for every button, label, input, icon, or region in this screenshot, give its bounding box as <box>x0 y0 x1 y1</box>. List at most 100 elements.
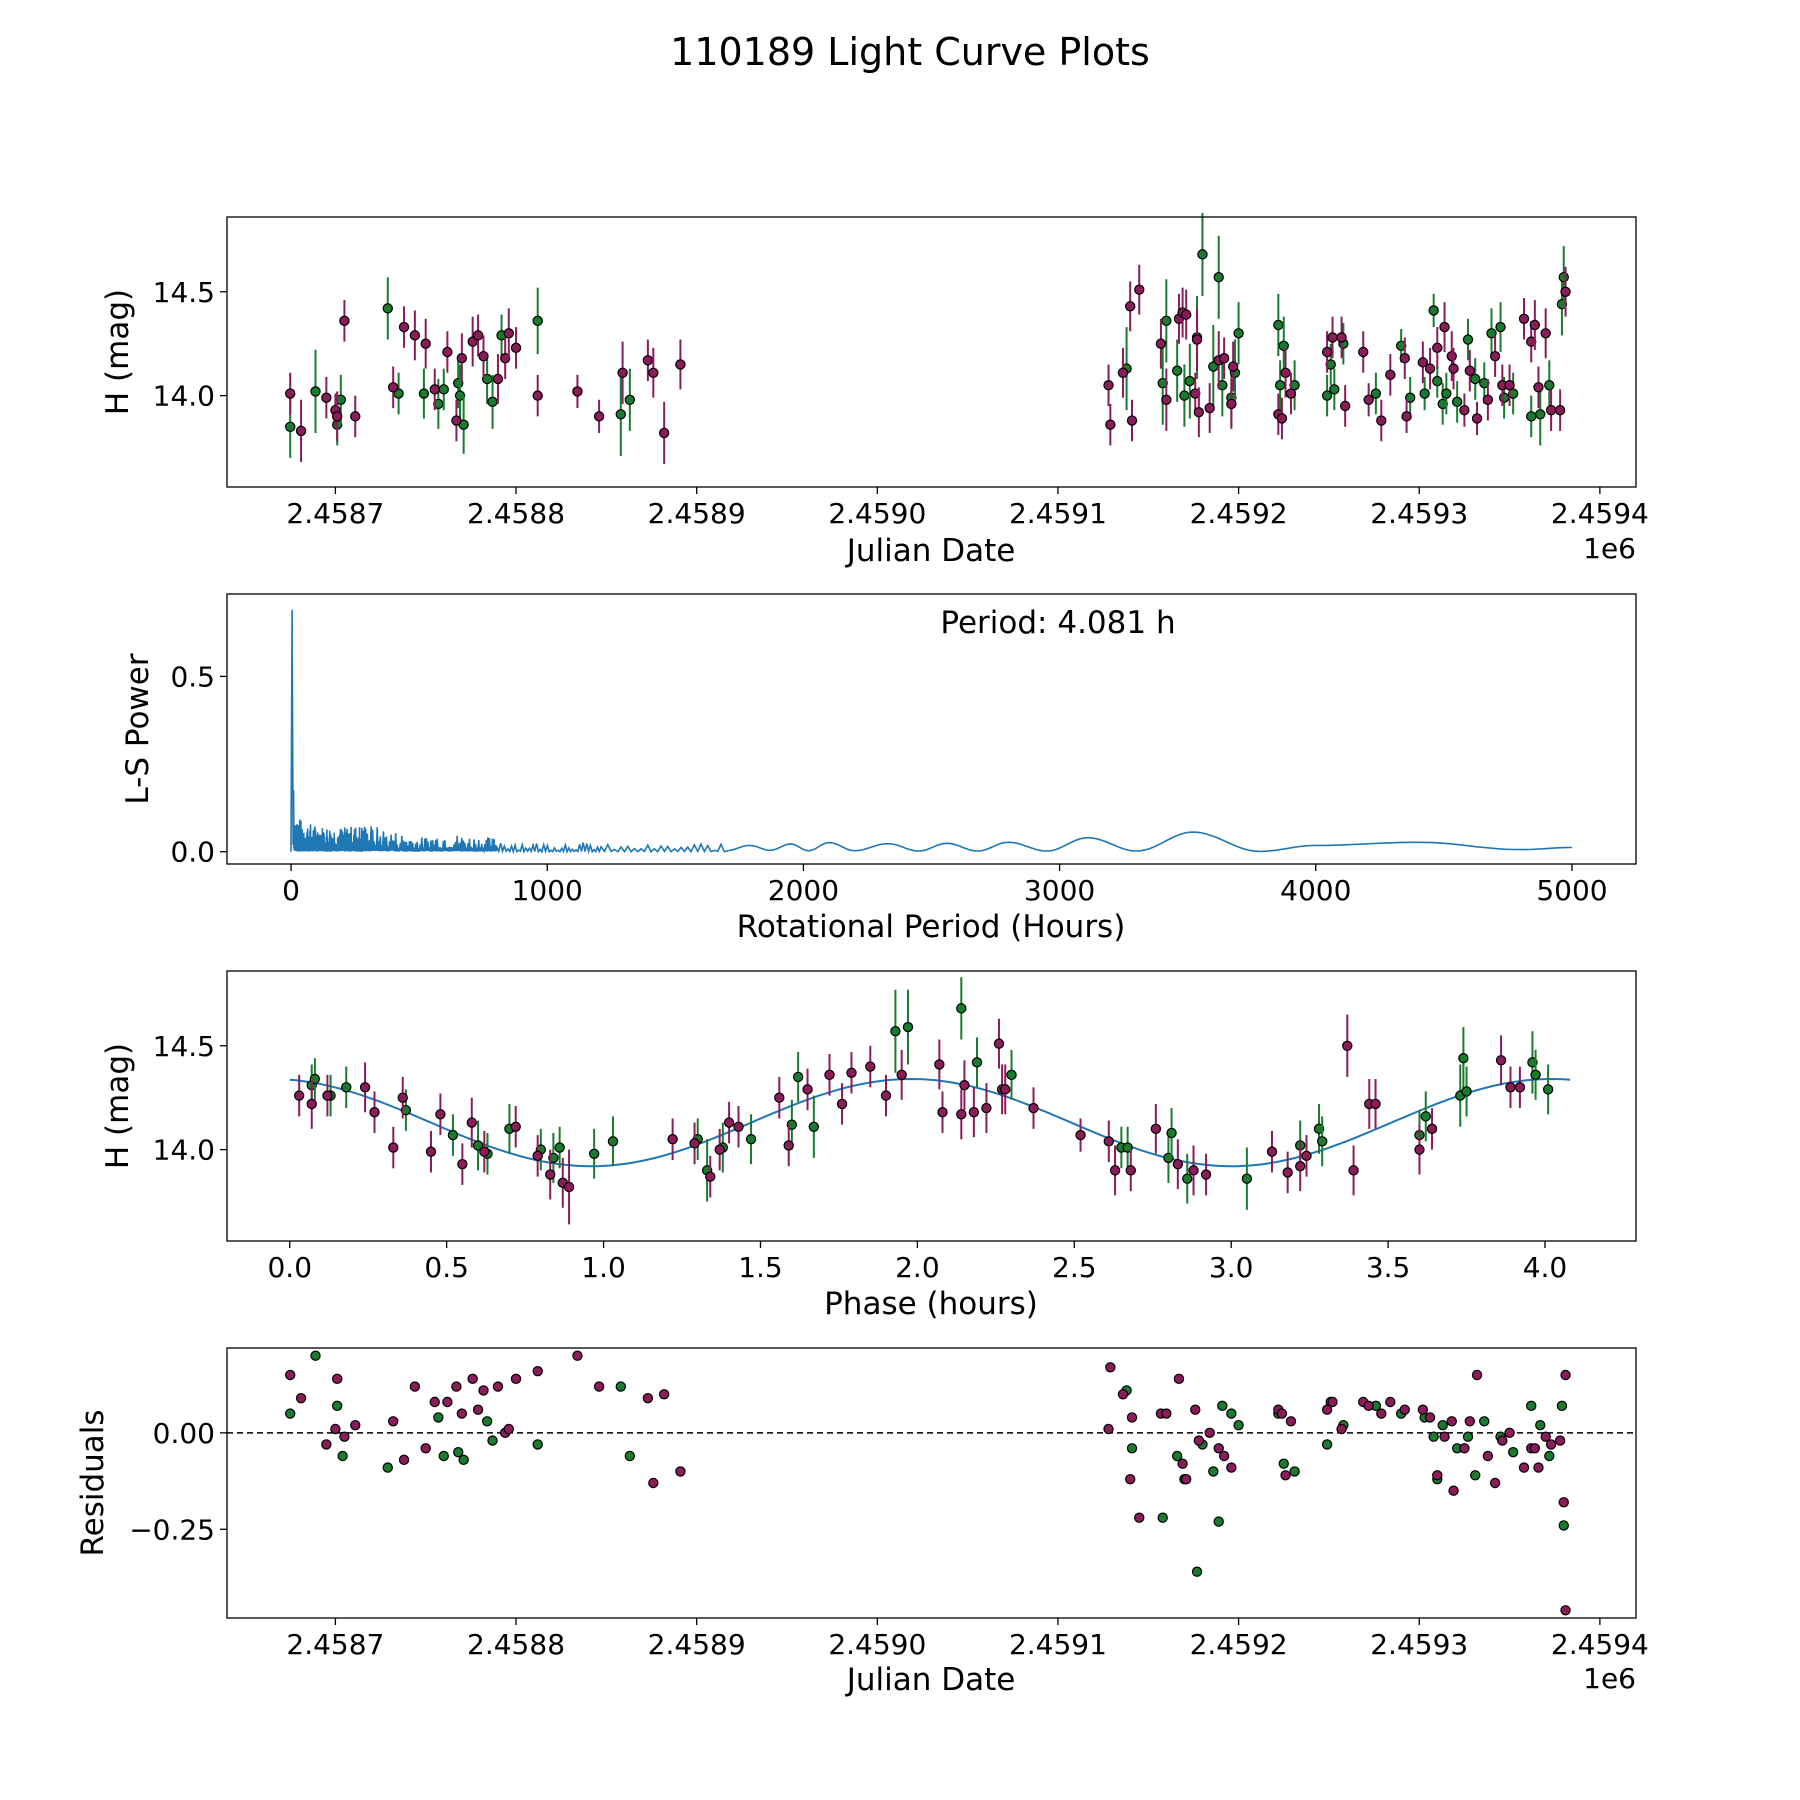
lightcurve-point <box>285 388 296 399</box>
residuals-point <box>510 1373 522 1385</box>
phased-point <box>1342 1040 1353 1051</box>
periodogram-axes-frame <box>226 593 1637 865</box>
lightcurve-point <box>1428 305 1439 316</box>
residuals-point <box>433 1412 444 1423</box>
lightcurve-point <box>1181 309 1192 320</box>
lightcurve-point <box>1327 332 1338 343</box>
lightcurve-point <box>285 421 296 432</box>
residuals-point <box>1226 1462 1237 1473</box>
residuals-offset-label: 1e6 <box>1583 1662 1636 1695</box>
residuals-point <box>1363 1400 1374 1412</box>
residuals-point <box>1336 1423 1347 1435</box>
residuals-point <box>456 1408 468 1419</box>
residuals-point <box>1428 1431 1439 1442</box>
lightcurve-point <box>1544 380 1555 391</box>
lightcurve-point <box>658 427 670 439</box>
lightcurve-point <box>1401 411 1412 422</box>
residuals-xtick-label: 2.4590 <box>828 1628 926 1661</box>
lightcurve-point <box>1233 328 1244 339</box>
phased-point <box>836 1098 848 1110</box>
lightcurve-point <box>1329 384 1340 395</box>
lightcurve-point <box>1560 286 1571 297</box>
residuals-point <box>458 1454 469 1466</box>
phased-point <box>1461 1086 1472 1097</box>
lightcurve-xtick-label: 2.4591 <box>1009 497 1107 530</box>
phased-point <box>1182 1173 1193 1184</box>
phased-point <box>865 1061 876 1072</box>
residuals-point <box>1117 1389 1129 1400</box>
residuals-point <box>1448 1485 1459 1496</box>
phased-point <box>956 1003 967 1014</box>
phased-point <box>783 1140 794 1151</box>
residuals-point <box>492 1381 504 1392</box>
periodogram-line <box>290 609 1572 855</box>
lightcurve-point <box>1184 375 1196 387</box>
lightcurve-xtick-label: 2.4587 <box>286 497 384 530</box>
residuals-point <box>1190 1404 1201 1415</box>
phased-point <box>1514 1082 1526 1093</box>
periodogram-ytick-label: 0.5 <box>170 660 215 693</box>
periodogram-panel: 0 1000 2000 3000 4000 5000 0.0 0.5 Period: 4.08… <box>120 593 1637 945</box>
lightcurve-point <box>1504 380 1515 391</box>
phased-point <box>472 1140 484 1151</box>
residuals-point <box>442 1396 453 1408</box>
phased-xtick-label: 2.5 <box>1052 1251 1097 1284</box>
residuals-point <box>331 1400 343 1412</box>
residuals-point <box>453 1446 464 1458</box>
phased-panel: 0.0 0.5 1.0 1.5 2.0 2.5 3.0 3.5 4.0 14.0 14.5 Phas… <box>100 970 1637 1322</box>
lightcurve-point <box>1161 394 1172 405</box>
lightcurve-point <box>409 330 421 341</box>
lightcurve-point <box>295 425 307 437</box>
phased-point <box>802 1084 813 1095</box>
phased-point <box>466 1117 477 1128</box>
phased-point <box>880 1090 892 1101</box>
lightcurve-point <box>617 367 628 378</box>
lightcurve-point <box>492 373 504 385</box>
residuals-point <box>1126 1412 1138 1423</box>
lightcurve-point <box>1358 346 1369 358</box>
lightcurve-ytick-label: 14.0 <box>153 380 215 413</box>
phased-point <box>959 1080 970 1091</box>
lightcurve-xtick-label: 2.4590 <box>828 497 926 530</box>
phased-point <box>1295 1161 1306 1172</box>
residuals-point <box>285 1408 296 1419</box>
residuals-point <box>1278 1458 1289 1469</box>
residuals-point <box>1276 1408 1288 1419</box>
residuals-point <box>1556 1400 1568 1412</box>
lightcurve-point <box>1432 375 1443 387</box>
phased-point <box>705 1171 716 1182</box>
residuals-point <box>472 1404 484 1415</box>
lightcurve-point <box>310 386 321 397</box>
residuals-point <box>1125 1473 1136 1485</box>
residuals-point <box>1554 1435 1566 1446</box>
phased-point <box>733 1121 744 1132</box>
residuals-xtick-label: 2.4592 <box>1190 1628 1288 1661</box>
lightcurve-point <box>1489 350 1501 362</box>
phased-xtick-label: 1.5 <box>738 1251 783 1284</box>
phased-point <box>745 1134 757 1145</box>
phased-point <box>322 1090 333 1101</box>
residuals-point <box>438 1450 449 1462</box>
residuals-point <box>532 1365 543 1377</box>
residuals-point <box>1385 1396 1396 1408</box>
phased-point <box>1458 1053 1469 1064</box>
lightcurve-point <box>339 315 350 327</box>
lightcurve-xtick-label: 2.4589 <box>648 497 746 530</box>
residuals-point <box>1134 1512 1145 1523</box>
residuals-point <box>658 1389 670 1400</box>
residuals-point <box>593 1381 605 1392</box>
lightcurve-point <box>503 328 514 339</box>
phased-point <box>981 1102 992 1114</box>
lightcurve-point <box>1321 390 1333 401</box>
lightcurve-point <box>472 330 484 341</box>
residuals-point <box>1233 1419 1244 1431</box>
phased-point <box>1028 1102 1039 1114</box>
residuals-point <box>503 1423 514 1435</box>
lightcurve-point <box>1103 380 1114 391</box>
lightcurve-point <box>1495 321 1506 333</box>
residuals-point <box>1518 1462 1530 1473</box>
phased-point <box>824 1069 835 1081</box>
residuals-point <box>1218 1450 1230 1462</box>
lightcurve-point <box>1197 249 1208 260</box>
lightcurve-xtick-label: 2.4593 <box>1370 497 1468 530</box>
